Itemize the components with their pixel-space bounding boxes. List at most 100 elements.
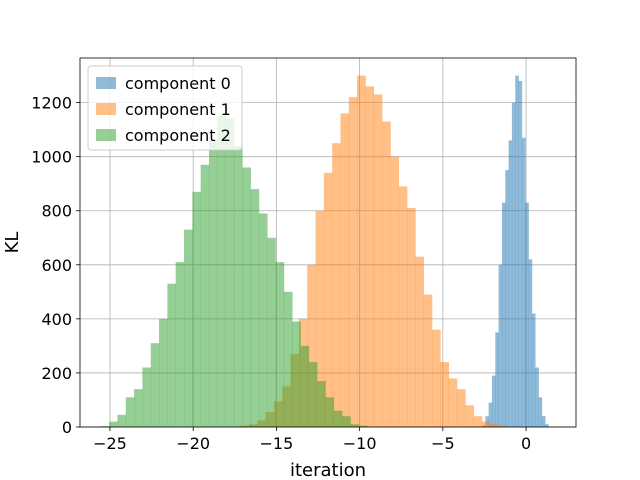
histogram-bar	[491, 375, 496, 427]
histogram-bar	[317, 381, 326, 427]
histogram-bar	[315, 210, 325, 427]
legend-label: component 1	[125, 100, 231, 119]
histogram-bar	[217, 116, 226, 427]
y-axis-label: KL	[2, 232, 23, 254]
x-tick-label: −15	[260, 434, 294, 453]
histogram-bar	[208, 140, 218, 427]
histogram-bar	[525, 202, 529, 427]
histogram-bar	[432, 329, 441, 427]
histogram-bar	[545, 424, 549, 427]
histogram-bar	[200, 164, 210, 427]
legend-swatch	[96, 77, 116, 89]
histogram-bar	[541, 416, 546, 427]
histogram-bar	[488, 402, 493, 427]
histogram-bar	[382, 121, 391, 428]
histogram-bar	[456, 389, 466, 427]
histogram-bar	[521, 137, 526, 427]
histogram-bar	[283, 291, 293, 427]
histogram-bar	[292, 321, 301, 427]
y-tick-label: 1000	[31, 148, 72, 167]
y-tick-label: 600	[41, 256, 72, 275]
legend-swatch	[96, 103, 116, 115]
histogram-bar	[538, 397, 543, 427]
histogram-bar	[225, 118, 235, 428]
histogram-bar	[505, 170, 509, 427]
histogram-bar	[125, 397, 135, 427]
histogram-bar	[373, 94, 383, 427]
histogram-bar	[481, 421, 491, 427]
histogram-bar	[531, 313, 536, 427]
y-tick-label: 1200	[31, 94, 72, 113]
series-0-bars	[481, 75, 549, 428]
histogram-bar	[501, 202, 506, 427]
legend-label: component 0	[125, 74, 231, 93]
histogram-bar	[150, 343, 160, 427]
histogram-bar	[333, 410, 343, 427]
x-tick-label: −5	[431, 434, 455, 453]
histogram-bar	[109, 421, 118, 427]
histogram-bar	[340, 113, 350, 428]
histogram-bar	[332, 143, 341, 427]
histogram-bar	[357, 75, 366, 428]
x-tick-label: −25	[93, 434, 127, 453]
histogram-bar	[358, 425, 368, 427]
histogram-bar	[307, 264, 316, 427]
histogram-bar	[300, 345, 310, 427]
histogram-bar	[518, 80, 523, 427]
histogram-bar	[117, 414, 127, 427]
histogram-bar	[308, 362, 318, 427]
histogram-bar	[267, 237, 276, 427]
histogram-bar	[100, 426, 110, 427]
histogram-bar	[498, 264, 503, 427]
histogram-bars	[100, 75, 549, 428]
histogram-bar	[535, 367, 539, 427]
histogram-bar	[423, 294, 433, 427]
legend-label: component 2	[125, 126, 231, 145]
x-tick-label: −10	[343, 434, 377, 453]
histogram-bar	[508, 140, 513, 427]
histogram-bar	[258, 213, 268, 427]
histogram-bar	[407, 208, 416, 427]
y-axis-ticks: 0 200 400 600 800 1000 1200	[31, 94, 80, 437]
histogram-bar	[250, 189, 260, 427]
histogram-bar	[175, 262, 185, 427]
series-2-bars	[100, 116, 368, 428]
legend: component 0 component 1 component 2	[87, 65, 243, 151]
histogram-bar	[490, 424, 499, 427]
histogram-bar	[275, 262, 285, 427]
histogram-bar	[142, 367, 152, 427]
histogram-bar	[415, 256, 425, 427]
histogram-bar	[398, 186, 408, 427]
histogram-bar	[485, 416, 489, 427]
legend-swatch	[96, 129, 116, 141]
y-tick-label: 0	[62, 418, 72, 437]
x-axis-ticks: −25 −20 −15 −10 −5 0	[93, 427, 531, 453]
histogram-bar	[498, 425, 508, 427]
plot-frame	[79, 57, 577, 428]
histogram-bar	[233, 145, 243, 427]
histogram-bar	[440, 362, 449, 427]
histogram-bar	[511, 102, 516, 427]
y-tick-label: 800	[41, 202, 72, 221]
x-axis-label: iteration	[290, 460, 366, 480]
x-tick-label: 0	[521, 434, 531, 453]
histogram-bar	[448, 378, 458, 427]
histogram-bar	[325, 397, 335, 427]
histogram-bar	[390, 156, 400, 427]
histogram-bar	[323, 172, 333, 427]
histogram-bar	[167, 283, 177, 427]
y-tick-label: 400	[41, 310, 72, 329]
histogram-bar	[342, 416, 351, 427]
histogram-bar	[134, 389, 143, 427]
histogram-bar	[495, 332, 499, 427]
histogram-bar	[473, 416, 483, 427]
histogram-bar	[365, 86, 375, 427]
histogram-bar	[528, 259, 533, 427]
histogram-bar	[348, 97, 358, 427]
y-tick-label: 200	[41, 364, 72, 383]
histogram-bar	[465, 405, 474, 427]
histogram-bar	[515, 75, 519, 428]
histogram-bar	[184, 229, 193, 427]
legend-box	[87, 65, 243, 151]
